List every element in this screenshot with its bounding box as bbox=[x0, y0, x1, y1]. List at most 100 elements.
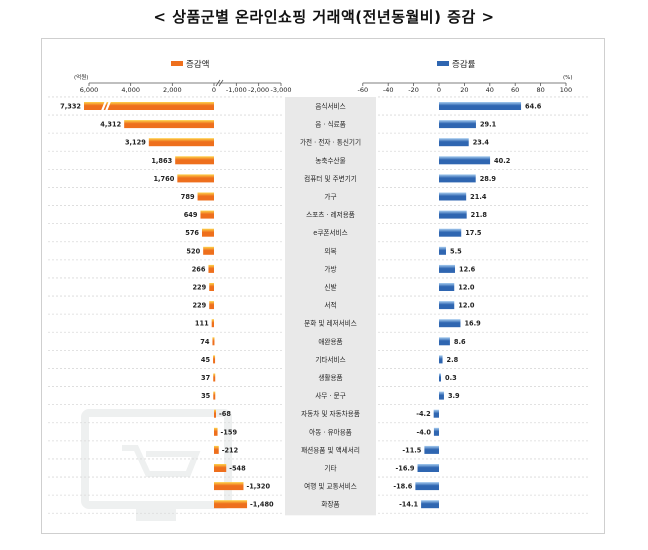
rate-bar bbox=[439, 174, 476, 183]
amount-bar bbox=[214, 482, 244, 491]
amount-value-label: 3,129 bbox=[125, 139, 146, 147]
category-label: 기타 bbox=[324, 464, 336, 473]
category-label: 화장품 bbox=[321, 500, 339, 509]
rate-value-label: -16.9 bbox=[396, 465, 415, 473]
amount-tick-label: 2,000 bbox=[163, 86, 182, 94]
category-label: 애완용품 bbox=[318, 337, 342, 346]
amount-value-label: 111 bbox=[195, 320, 209, 328]
amount-value-label: 74 bbox=[200, 338, 210, 346]
amount-value-label: 649 bbox=[184, 211, 198, 219]
amount-bar bbox=[177, 174, 214, 183]
legend-amount-swatch bbox=[171, 61, 183, 66]
legend-rate bbox=[437, 61, 449, 66]
rate-bar bbox=[439, 337, 450, 346]
category-label: 음 · 식료품 bbox=[315, 120, 346, 129]
rate-value-label: 8.6 bbox=[454, 338, 466, 346]
rate-bar bbox=[439, 192, 467, 201]
amount-bar bbox=[213, 373, 216, 382]
rate-value-label: 64.6 bbox=[525, 103, 542, 111]
monitor-icon bbox=[81, 409, 232, 521]
rate-tick-label: 60 bbox=[511, 86, 519, 94]
category-label: 서적 bbox=[324, 301, 336, 310]
rate-bar bbox=[415, 482, 439, 491]
rate-tick-label: 0 bbox=[437, 86, 441, 94]
amount-bar bbox=[214, 427, 218, 436]
rate-value-label: 0.3 bbox=[445, 374, 457, 382]
amount-bar bbox=[214, 409, 216, 418]
amount-value-label: 229 bbox=[192, 284, 206, 292]
amount-bar bbox=[208, 264, 214, 273]
amount-value-label: 520 bbox=[186, 247, 200, 255]
rate-bar bbox=[439, 301, 455, 310]
cart-icon bbox=[122, 445, 201, 477]
rate-value-label: 3.9 bbox=[448, 392, 460, 400]
rate-tick-label: -20 bbox=[408, 86, 419, 94]
category-label: e쿠폰서비스 bbox=[313, 228, 347, 237]
amount-value-label: 45 bbox=[201, 356, 211, 364]
rate-bar bbox=[439, 120, 476, 129]
rate-bar bbox=[439, 319, 461, 328]
rate-value-label: 2.8 bbox=[447, 356, 459, 364]
amount-tick-label: -2,000 bbox=[248, 86, 269, 94]
amount-tick-label: 0 bbox=[212, 86, 216, 94]
category-label: 스포츠 · 레저용품 bbox=[306, 210, 355, 219]
legend-amount bbox=[171, 61, 183, 66]
amount-bar bbox=[214, 445, 219, 454]
category-label: 생활용품 bbox=[318, 373, 342, 382]
rate-bar bbox=[439, 102, 522, 110]
rate-value-label: 12.0 bbox=[458, 284, 475, 292]
rate-bar bbox=[439, 228, 462, 237]
rate-bar bbox=[439, 283, 455, 291]
amount-value-label: 789 bbox=[181, 193, 195, 201]
rate-value-label: -18.6 bbox=[393, 483, 412, 491]
rate-value-label: 12.0 bbox=[458, 302, 475, 310]
amount-bar bbox=[200, 210, 214, 219]
amount-value-label: 1,863 bbox=[151, 157, 172, 165]
rate-bar bbox=[417, 464, 439, 472]
category-label: 가구 bbox=[324, 192, 336, 201]
rate-tick-label: -40 bbox=[383, 86, 394, 94]
rate-tick-label: -60 bbox=[357, 86, 368, 94]
amount-bar bbox=[175, 156, 214, 165]
rate-bar bbox=[439, 264, 456, 273]
amount-value-label: 1,760 bbox=[153, 175, 174, 183]
category-label: 사무 · 문구 bbox=[315, 391, 346, 400]
chart-title: < 상품군별 온라인쇼핑 거래액(전년동월비) 증감 > bbox=[153, 8, 495, 26]
amount-value-label: 576 bbox=[185, 229, 199, 237]
amount-tick-label: -3,000 bbox=[271, 86, 292, 94]
legend-rate-label: 증감률 bbox=[452, 59, 476, 70]
amount-bar bbox=[214, 464, 227, 472]
amount-value-label: -212 bbox=[222, 446, 239, 454]
amount-bar-break bbox=[104, 100, 112, 112]
category-label: 아동 · 유아용품 bbox=[309, 427, 352, 436]
amount-bar bbox=[212, 337, 215, 346]
category-label: 가방 bbox=[324, 264, 336, 273]
rate-bar bbox=[433, 409, 439, 418]
legend-amount-label: 증감액 bbox=[186, 59, 209, 70]
rate-bar bbox=[433, 427, 439, 436]
amount-value-label: 266 bbox=[192, 265, 206, 273]
amount-value-label: -68 bbox=[219, 410, 231, 418]
rate-value-label: 40.2 bbox=[494, 157, 511, 165]
rate-bar bbox=[421, 500, 439, 509]
amount-bar-break bbox=[100, 100, 108, 112]
category-label: 의복 bbox=[324, 246, 336, 255]
amount-bar bbox=[124, 120, 214, 129]
amount-bar bbox=[203, 246, 214, 255]
amount-bar bbox=[213, 355, 216, 364]
monitor-stand bbox=[136, 509, 176, 521]
amount-value-label: -1,320 bbox=[246, 483, 270, 491]
category-label: 패션용품 및 액세서리 bbox=[301, 445, 360, 454]
category-label: 컴퓨터 및 주변기기 bbox=[304, 174, 357, 183]
rate-value-label: 21.8 bbox=[471, 211, 488, 219]
amount-value-label: -159 bbox=[221, 428, 238, 436]
rate-bar bbox=[439, 355, 443, 364]
category-label: 자동차 및 자동차용품 bbox=[301, 409, 360, 418]
amount-bar bbox=[211, 319, 214, 328]
amount-value-label: 4,312 bbox=[100, 121, 121, 129]
rate-value-label: 23.4 bbox=[473, 139, 490, 147]
rate-bar bbox=[439, 246, 446, 255]
rate-bar bbox=[439, 138, 469, 147]
rate-value-label: 16.9 bbox=[464, 320, 481, 328]
rate-tick-label: 40 bbox=[486, 86, 494, 94]
